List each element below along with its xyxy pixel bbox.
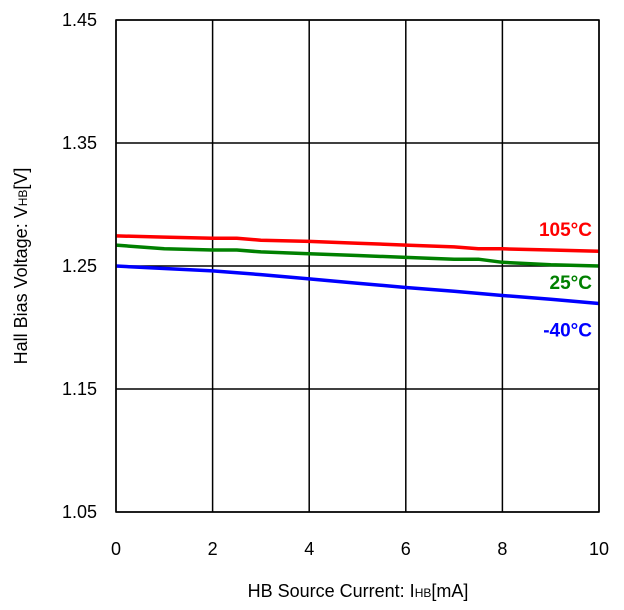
- y-tick-label: 1.05: [62, 502, 97, 522]
- series-label-3: -40°C: [543, 321, 592, 342]
- x-axis-title-subscript: HB: [415, 586, 432, 600]
- series-line-1: [115, 234, 600, 253]
- x-tick-label: 2: [208, 539, 218, 559]
- y-axis-title-suffix: [V]: [11, 168, 31, 190]
- x-tick-label: 4: [304, 539, 314, 559]
- y-axis-title-subscript: HB: [16, 190, 30, 207]
- y-axis-title: Hall Bias Voltage: VHB[V]: [11, 168, 31, 365]
- x-tick-label: 10: [589, 539, 609, 559]
- x-tick-label: 8: [497, 539, 507, 559]
- series-label-1: 105°C: [539, 220, 592, 241]
- y-axis-title-prefix: Hall Bias Voltage: V: [11, 206, 31, 364]
- y-tick-label: 1.15: [62, 379, 97, 399]
- series-labels: 105°C 25°C -40°C: [539, 220, 592, 341]
- x-axis-title: HB Source Current: IHB[mA]: [248, 581, 469, 601]
- y-tick-label: 1.25: [62, 256, 97, 276]
- series-lines: [115, 234, 600, 306]
- y-tick-labels: 1.05 1.15 1.25 1.35 1.45: [62, 10, 97, 522]
- x-tick-label: 0: [111, 539, 121, 559]
- x-tick-label: 6: [401, 539, 411, 559]
- y-tick-label: 1.45: [62, 10, 97, 30]
- grid: [115, 19, 600, 513]
- x-tick-labels: 0 2 4 6 8 10: [111, 539, 609, 559]
- series-line-2: [115, 243, 600, 268]
- series-line-3: [115, 264, 600, 306]
- x-axis-title-prefix: HB Source Current: I: [248, 581, 415, 601]
- y-tick-label: 1.35: [62, 133, 97, 153]
- x-axis-title-suffix: [mA]: [431, 581, 468, 601]
- series-label-2: 25°C: [550, 273, 593, 294]
- plot-frame: [115, 19, 600, 513]
